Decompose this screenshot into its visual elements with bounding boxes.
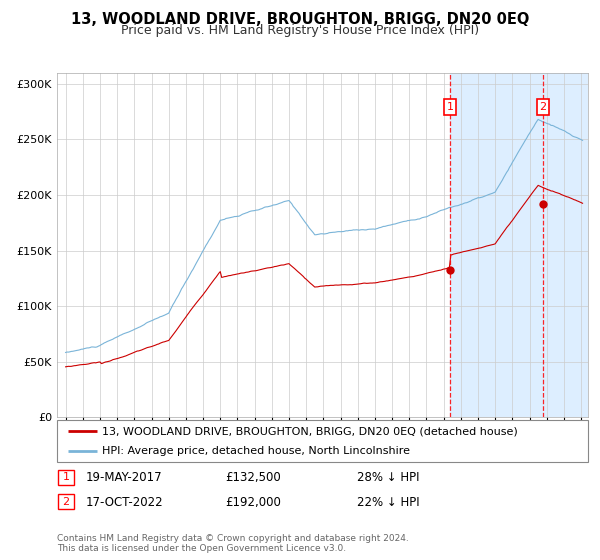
FancyBboxPatch shape [58, 494, 74, 509]
Text: Contains HM Land Registry data © Crown copyright and database right 2024.
This d: Contains HM Land Registry data © Crown c… [57, 534, 409, 553]
Text: 28% ↓ HPI: 28% ↓ HPI [357, 471, 419, 484]
Text: 19-MAY-2017: 19-MAY-2017 [86, 471, 163, 484]
Text: £132,500: £132,500 [225, 471, 281, 484]
Text: 2: 2 [62, 497, 70, 507]
Text: 1: 1 [446, 102, 454, 112]
Text: £192,000: £192,000 [225, 496, 281, 509]
Text: 1: 1 [62, 472, 70, 482]
Text: 17-OCT-2022: 17-OCT-2022 [86, 496, 163, 509]
FancyBboxPatch shape [57, 420, 588, 462]
FancyBboxPatch shape [58, 470, 74, 484]
Text: HPI: Average price, detached house, North Lincolnshire: HPI: Average price, detached house, Nort… [102, 446, 410, 456]
Text: 2: 2 [539, 102, 547, 112]
Text: 13, WOODLAND DRIVE, BROUGHTON, BRIGG, DN20 0EQ: 13, WOODLAND DRIVE, BROUGHTON, BRIGG, DN… [71, 12, 529, 27]
Text: 22% ↓ HPI: 22% ↓ HPI [357, 496, 419, 509]
Bar [450, 73, 588, 417]
Text: 13, WOODLAND DRIVE, BROUGHTON, BRIGG, DN20 0EQ (detached house): 13, WOODLAND DRIVE, BROUGHTON, BRIGG, DN… [102, 426, 518, 436]
Text: Price paid vs. HM Land Registry's House Price Index (HPI): Price paid vs. HM Land Registry's House … [121, 24, 479, 36]
